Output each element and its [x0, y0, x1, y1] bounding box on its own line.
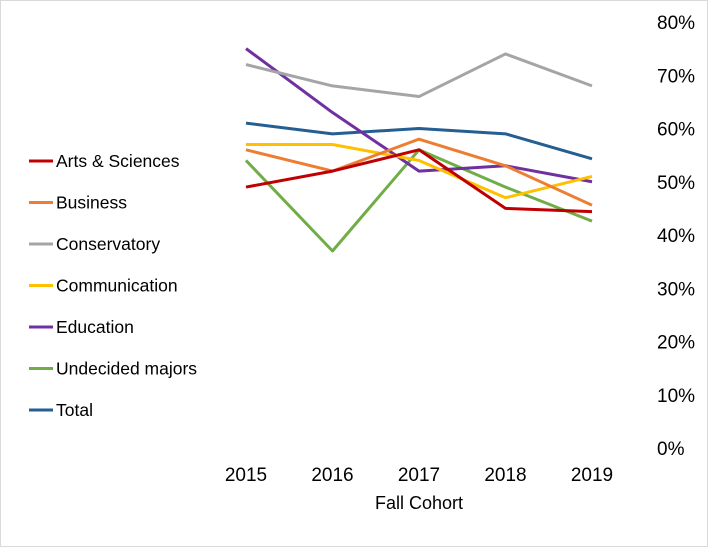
legend-label: Education	[56, 317, 134, 337]
legend: Arts & Sciences Business Conservatory Commu…	[29, 151, 197, 420]
series-line	[245, 148, 593, 214]
series-line	[244, 148, 593, 253]
legend-label: Arts & Sciences	[56, 151, 180, 171]
x-tick-label: 2018	[484, 465, 526, 486]
y-tick-label: 0%	[657, 439, 685, 460]
legend-entry: Arts & Sciences	[29, 151, 180, 171]
legend-entry: Total	[29, 400, 93, 420]
y-tick-label: 70%	[657, 66, 695, 87]
legend-label: Communication	[56, 276, 178, 296]
series-line	[245, 137, 593, 207]
x-axis-ticks: 2015 2016 2017 2018 2019	[225, 465, 613, 486]
series-line	[245, 52, 593, 99]
y-tick-label: 30%	[657, 279, 695, 300]
series-line	[245, 47, 593, 184]
y-tick-label: 10%	[657, 386, 695, 407]
legend-label: Total	[56, 400, 93, 420]
y-axis-ticks: 0% 10% 20% 30% 40% 50% 60% 70% 80%	[657, 13, 695, 460]
legend-entry: Education	[29, 317, 134, 337]
legend-entry: Conservatory	[29, 234, 160, 254]
series-lines	[244, 47, 593, 253]
legend-entry: Business	[29, 193, 127, 213]
y-tick-label: 60%	[657, 120, 695, 141]
series-line	[246, 142, 593, 200]
legend-label: Conservatory	[56, 234, 160, 254]
x-tick-label: 2016	[311, 465, 353, 486]
y-tick-label: 20%	[657, 333, 695, 354]
x-tick-label: 2015	[225, 465, 267, 486]
series-line	[245, 121, 593, 161]
legend-entry: Communication	[29, 276, 178, 296]
x-tick-label: 2019	[571, 465, 613, 486]
x-tick-label: 2017	[398, 465, 440, 486]
y-tick-label: 80%	[657, 13, 695, 34]
y-tick-label: 40%	[657, 226, 695, 247]
legend-entry: Undecided majors	[29, 359, 197, 379]
legend-label: Business	[56, 193, 127, 213]
y-tick-label: 50%	[657, 173, 695, 194]
x-axis-title: Fall Cohort	[375, 493, 463, 513]
legend-label: Undecided majors	[56, 359, 197, 379]
